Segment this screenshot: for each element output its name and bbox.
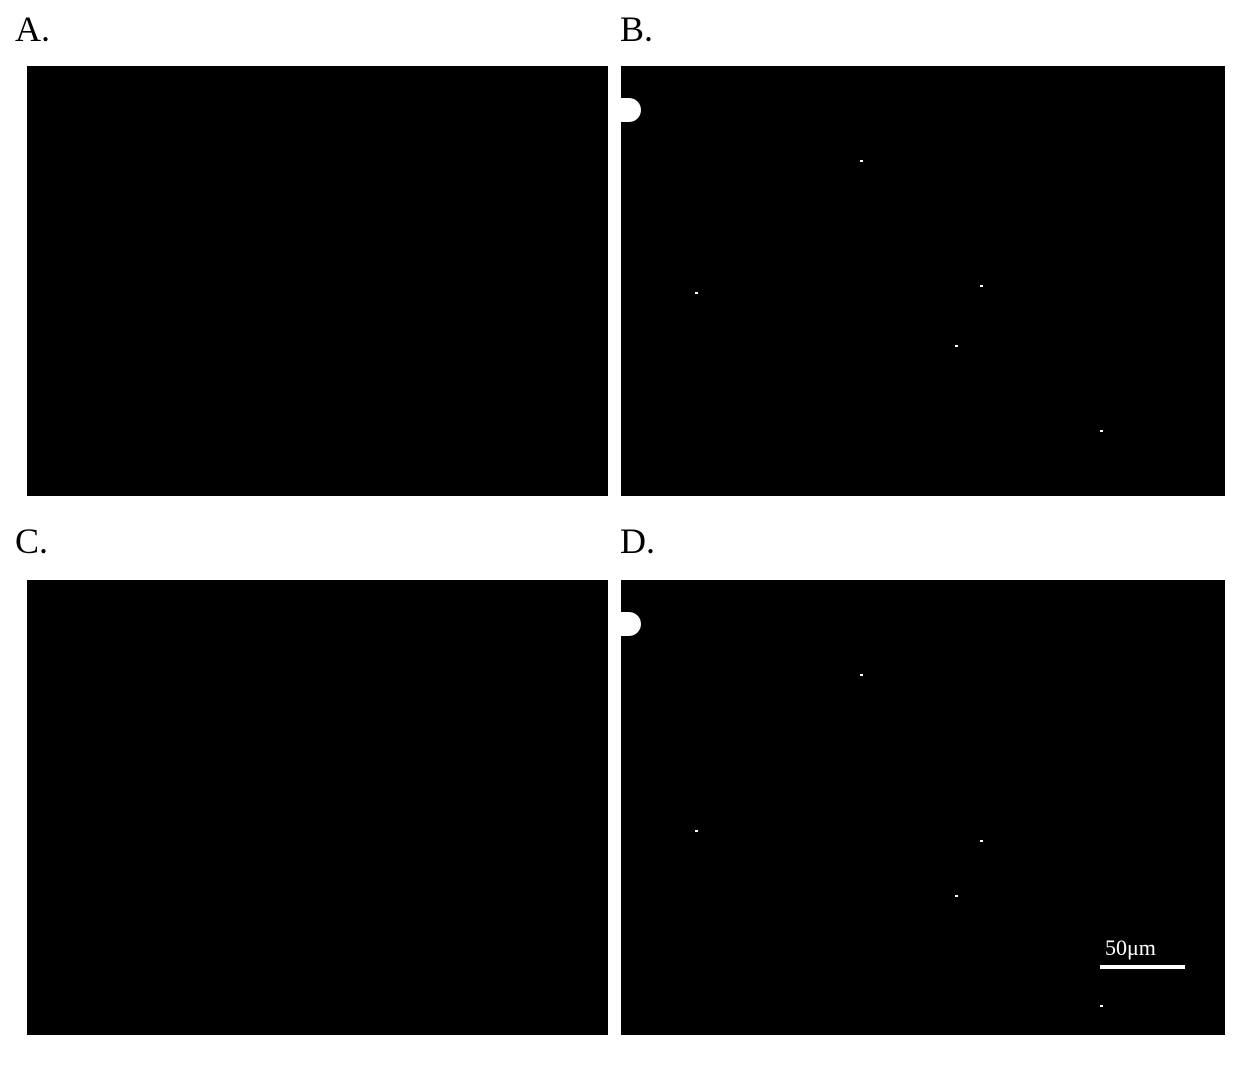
artifact-d [621, 612, 641, 636]
scale-bar-line [1100, 965, 1185, 969]
speck [980, 285, 983, 287]
panel-image-a [27, 66, 608, 496]
speck [955, 895, 958, 897]
speck [860, 674, 863, 676]
speck [860, 160, 863, 162]
speck [695, 830, 698, 832]
figure-container: A. B. C. D. 50μm [0, 0, 1239, 1065]
speck [1100, 430, 1103, 432]
scale-bar-text: 50μm [1105, 935, 1156, 961]
artifact-b [621, 98, 641, 122]
speck [1100, 1005, 1103, 1007]
speck [955, 345, 958, 347]
panel-label-a: A. [15, 8, 50, 50]
speck [695, 292, 698, 294]
speck [980, 840, 983, 842]
panel-label-d: D. [620, 520, 655, 562]
panel-image-b [621, 66, 1225, 496]
panel-label-c: C. [15, 520, 48, 562]
panel-image-c [27, 580, 608, 1035]
panel-label-b: B. [620, 8, 653, 50]
